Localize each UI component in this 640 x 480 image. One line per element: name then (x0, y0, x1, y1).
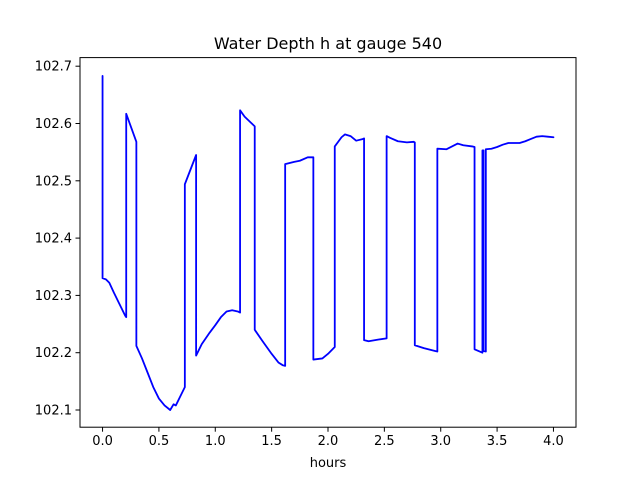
x-tick-label: 2.0 (318, 434, 339, 449)
plot-area (80, 57, 576, 428)
y-axis-ticks: 102.1 102.2 102.3 102.4 102.5 102.6 102.7 (35, 60, 80, 419)
y-tick-label: 102.2 (35, 346, 72, 361)
x-tick-label: 1.0 (205, 434, 226, 449)
y-tick-label: 102.5 (35, 174, 72, 189)
water-depth-series-line (101, 75, 555, 411)
y-tick-label: 102.6 (35, 117, 72, 132)
chart-title: Water Depth h at gauge 540 (214, 34, 442, 53)
x-tick-label: 0.0 (92, 434, 113, 449)
x-tick-label: 2.5 (374, 434, 395, 449)
x-tick-label: 1.5 (261, 434, 282, 449)
x-tick-label: 3.0 (430, 434, 451, 449)
y-tick-label: 102.1 (35, 404, 72, 419)
y-tick-label: 102.4 (35, 232, 72, 247)
x-tick-label: 0.5 (149, 434, 170, 449)
x-tick-label: 4.0 (543, 434, 564, 449)
plot-frame (79, 57, 577, 428)
y-tick-label: 102.3 (35, 289, 72, 304)
x-axis-ticks: 0.0 0.5 1.0 1.5 2.0 2.5 3.0 3.5 4.0 (92, 427, 564, 449)
series-layer (101, 75, 555, 411)
y-tick-label: 102.7 (35, 60, 72, 75)
x-axis-title: hours (310, 456, 347, 471)
x-tick-label: 3.5 (487, 434, 508, 449)
